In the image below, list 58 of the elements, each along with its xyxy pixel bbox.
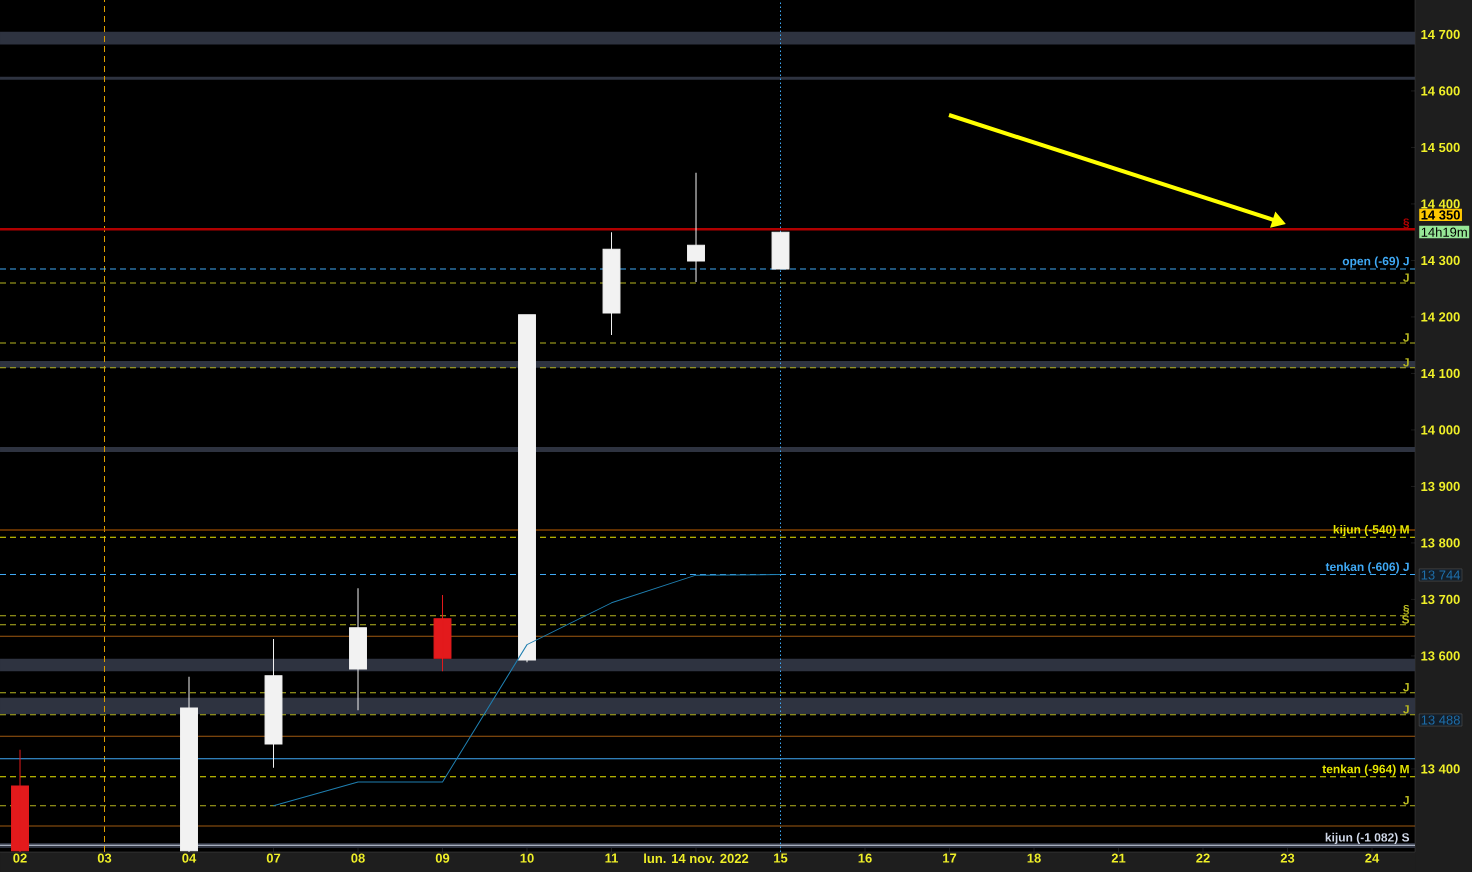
ref-line-label: tenkan (-606) J xyxy=(1325,562,1409,574)
text: 13 744 xyxy=(1421,570,1461,580)
candlestick xyxy=(771,231,790,270)
y-tick-label: 13 700 xyxy=(1421,594,1460,605)
y-tick-label: 14 200 xyxy=(1421,312,1460,322)
y-tick-label: 14 700 xyxy=(1421,29,1460,40)
candlestick xyxy=(11,749,29,853)
line-series xyxy=(273,574,782,807)
x-tick-label: 15 xyxy=(774,853,788,863)
x-tick-label: 18 xyxy=(1027,853,1041,863)
x-tick-label: 16 xyxy=(858,853,872,863)
ref-line-label: tenkan (-964) M xyxy=(1322,764,1409,776)
ref-line-label: kijun (-1 082) S xyxy=(1325,832,1410,845)
y-tick-label: 14 500 xyxy=(1421,142,1460,153)
y-tick-label: 14 400 xyxy=(1421,199,1460,209)
ref-line-label: J xyxy=(1403,705,1409,714)
x-tick-label: lun. 14 nov. 2022 xyxy=(644,853,749,864)
x-tick-label: 03 xyxy=(97,853,112,863)
candlestick xyxy=(518,314,536,663)
y-tick-label: 13 600 xyxy=(1421,651,1460,661)
ref-line-label: kijun (-540) M xyxy=(1333,524,1409,537)
x-tick-label: 02 xyxy=(13,853,27,863)
ref-line-label: J xyxy=(1403,358,1409,367)
y-tick-label: 14 000 xyxy=(1421,425,1460,435)
x-tick-label: 17 xyxy=(943,853,957,863)
candlestick xyxy=(602,231,621,336)
x-tick-label: 10 xyxy=(520,853,534,863)
ref-line-label: J xyxy=(1403,333,1409,342)
y-tick-label: 13 800 xyxy=(1421,538,1460,548)
ref-line-label: J xyxy=(1403,273,1409,282)
ref-line-label: J xyxy=(1403,683,1409,692)
ref-line-label: § xyxy=(1403,218,1410,229)
x-tick-label: 04 xyxy=(182,853,197,863)
text: 14h19m xyxy=(1421,227,1467,237)
ref-line-label: J xyxy=(1403,796,1409,805)
x-tick-label: 21 xyxy=(1111,853,1126,863)
x-tick-label: 23 xyxy=(1280,853,1295,863)
ref-line-label: open (-69) J xyxy=(1342,256,1409,268)
x-tick-label: 07 xyxy=(266,853,281,863)
y-tick-label: 14 300 xyxy=(1421,255,1460,266)
candlestick xyxy=(687,172,705,283)
x-tick-label: 08 xyxy=(351,853,365,863)
y-tick-label: 13 400 xyxy=(1421,764,1460,774)
x-tick-label: 11 xyxy=(605,853,619,863)
y-tick-label: 13 900 xyxy=(1421,481,1460,492)
text: 13 488 xyxy=(1421,715,1460,725)
text: 14 350 xyxy=(1421,210,1460,220)
candlestick xyxy=(264,638,283,769)
candlestick xyxy=(349,587,367,711)
candlestick xyxy=(180,676,198,853)
candlestick xyxy=(433,594,452,672)
y-tick-label: 14 600 xyxy=(1421,86,1460,96)
x-tick-label: 09 xyxy=(435,853,450,863)
y-tick-label: 14 100 xyxy=(1421,368,1460,379)
x-tick-label: 24 xyxy=(1365,853,1380,863)
ref-line-label: S xyxy=(1401,615,1410,624)
x-tick-label: 22 xyxy=(1196,853,1210,863)
ref-line-label: § xyxy=(1403,604,1410,615)
